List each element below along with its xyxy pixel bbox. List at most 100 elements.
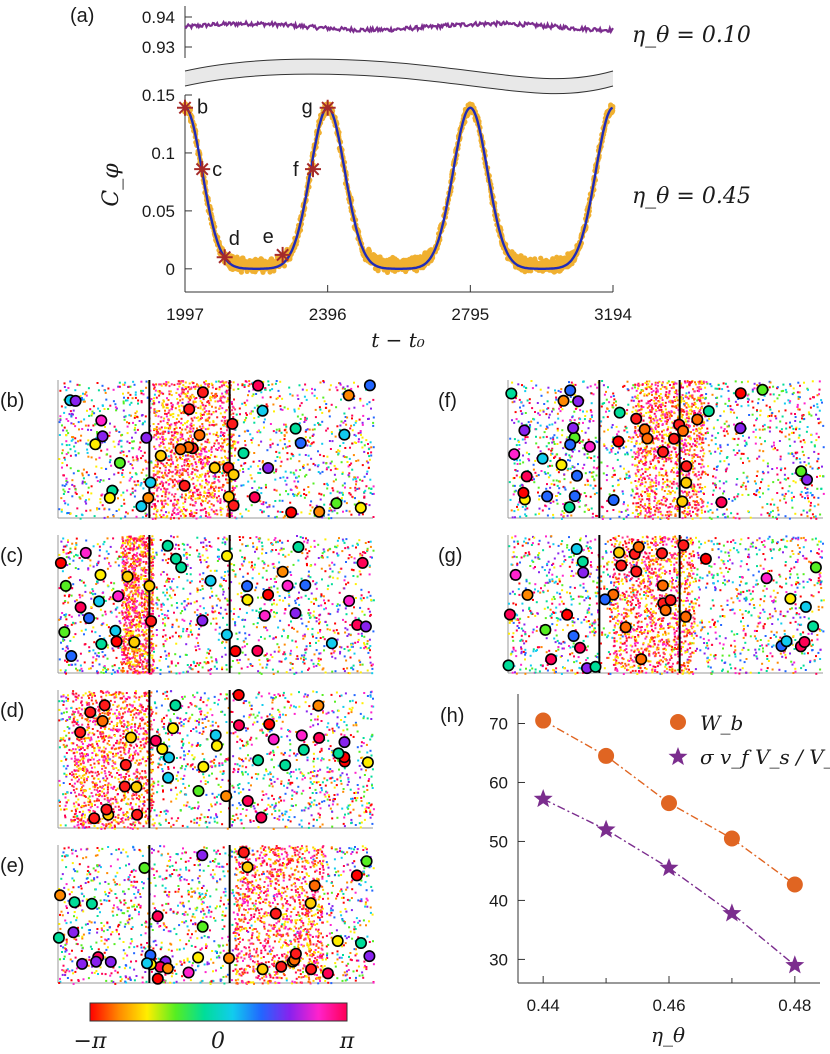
- large-particle: [332, 747, 345, 760]
- large-particle: [715, 496, 728, 509]
- legend-label-sigma: σ v_f V_s / V_r: [700, 745, 830, 769]
- large-particle: [143, 579, 156, 592]
- x-tick-label: 2396: [309, 305, 347, 324]
- large-particle: [241, 580, 254, 593]
- marker-label: e: [263, 226, 274, 248]
- panel-h-label: (h): [440, 705, 464, 727]
- large-particle: [275, 960, 288, 973]
- large-particle: [130, 780, 143, 793]
- large-particle: [255, 811, 268, 824]
- large-particle: [509, 568, 522, 581]
- h-x-tick-label: 0.44: [527, 996, 560, 1015]
- h-y-tick-label: 70: [489, 714, 508, 733]
- large-particle: [521, 588, 534, 601]
- axis-break-band: [185, 59, 613, 94]
- large-particle: [656, 579, 669, 592]
- large-particle: [664, 594, 677, 607]
- large-particle: [799, 600, 812, 613]
- h-point-sigma: [659, 858, 679, 877]
- x-tick-label: 1997: [166, 305, 204, 324]
- large-particle: [204, 574, 217, 587]
- legend-marker-wb: [670, 714, 686, 730]
- h-point-wb: [723, 830, 740, 847]
- large-particle: [69, 394, 82, 407]
- h-x-tick-label: 0.46: [652, 996, 685, 1015]
- large-particle: [279, 759, 292, 772]
- large-particle: [563, 501, 576, 514]
- large-particle: [641, 432, 654, 445]
- large-particle: [109, 624, 122, 637]
- large-particle: [807, 620, 820, 633]
- large-particle: [96, 430, 109, 443]
- large-particle: [679, 610, 692, 623]
- simulation-point: [366, 248, 372, 254]
- large-particle: [210, 739, 223, 752]
- large-particle: [85, 897, 98, 910]
- marker-label: d: [229, 228, 240, 250]
- large-particle: [182, 966, 195, 979]
- large-particle: [304, 897, 317, 910]
- large-particle: [655, 547, 668, 560]
- panel-h-x-label: η_θ: [651, 1023, 685, 1047]
- large-particle: [281, 579, 294, 592]
- large-particle: [262, 588, 275, 601]
- large-particle: [502, 659, 515, 672]
- large-particle: [619, 621, 632, 634]
- large-particle: [676, 424, 689, 437]
- marker-label: c: [212, 159, 222, 181]
- large-particle: [612, 546, 625, 559]
- series-simulation-points: [181, 101, 616, 275]
- large-particle: [93, 595, 106, 608]
- large-particle: [613, 406, 626, 419]
- large-particle: [589, 660, 602, 673]
- large-particle: [289, 947, 302, 960]
- large-particle: [74, 601, 87, 614]
- large-particle: [312, 699, 325, 712]
- large-particle: [128, 636, 141, 649]
- h-point-wb: [535, 712, 552, 729]
- large-particle: [356, 556, 369, 569]
- snapshot-particles: [58, 535, 375, 675]
- panel-a: (a) 0.94 0.93 0.15 0.1 0.05 0 1997 2396 2795 3…: [70, 5, 751, 352]
- large-particle: [691, 413, 704, 426]
- large-particle: [572, 395, 585, 408]
- marker-label: b: [197, 97, 208, 119]
- large-particle: [104, 955, 117, 968]
- large-particle: [196, 920, 209, 933]
- large-particle: [192, 951, 205, 964]
- large-particle: [169, 699, 182, 712]
- large-particle: [162, 771, 175, 784]
- large-particle: [256, 404, 269, 417]
- large-particle: [576, 555, 589, 568]
- large-particle: [54, 889, 67, 902]
- large-particle: [209, 729, 222, 742]
- large-particle: [676, 495, 689, 508]
- large-particle: [354, 501, 367, 514]
- large-particle: [635, 653, 648, 666]
- h-point-wb: [598, 747, 615, 764]
- large-particle: [570, 469, 583, 482]
- colorbar-tick-mid: 0: [211, 1029, 225, 1054]
- large-particle: [342, 389, 355, 402]
- large-particle: [267, 733, 280, 746]
- h-y-tick-label: 30: [489, 950, 508, 969]
- large-particle: [151, 910, 164, 923]
- large-particle: [252, 379, 265, 392]
- large-particle: [196, 614, 209, 627]
- large-particle: [156, 742, 169, 755]
- large-particle: [178, 479, 191, 492]
- large-particle: [612, 435, 625, 448]
- large-particle: [756, 383, 769, 396]
- marker-label: f: [293, 159, 299, 181]
- large-particle: [659, 604, 672, 617]
- legend-label-wb: W_b: [700, 711, 743, 735]
- large-particle: [233, 719, 246, 732]
- large-particle: [539, 623, 552, 636]
- large-particle: [583, 440, 596, 453]
- h-point-sigma: [596, 819, 616, 838]
- large-particle: [144, 476, 157, 489]
- large-particle: [197, 760, 210, 773]
- large-particle: [561, 608, 574, 621]
- large-particle: [667, 432, 680, 445]
